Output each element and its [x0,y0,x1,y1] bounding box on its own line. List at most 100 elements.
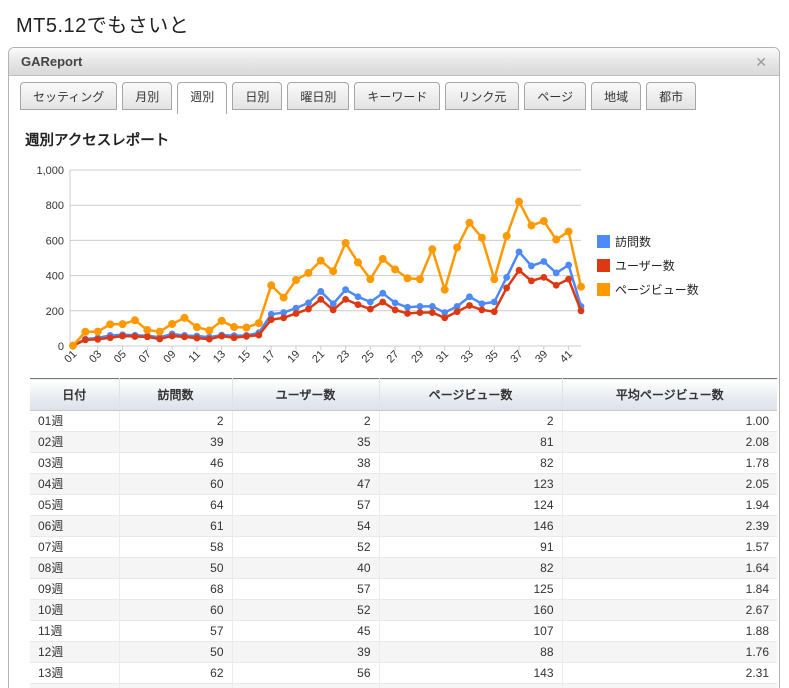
data-point [379,298,387,306]
cell-users: 45 [232,620,380,642]
cell-avg_pageviews: 1.64 [562,557,777,579]
data-point [143,325,152,334]
cell-users: 54 [232,515,380,537]
cell-avg_pageviews: 1.00 [562,410,777,432]
y-tick-label: 800 [46,200,64,212]
table-row: 08週 50 40 82 1.64 [30,557,777,579]
x-tick-label: 15 [236,348,253,365]
column-header-date: 日付 [30,378,120,411]
close-icon[interactable]: ✕ [755,53,767,70]
tab-city[interactable]: 都市 [646,82,697,110]
data-point [527,221,536,230]
data-point [242,323,251,332]
legend-item: ページビュー数 [597,281,699,298]
data-point [441,314,449,322]
cell-avg_pageviews: 1.83 [562,683,777,688]
data-point [118,320,127,329]
data-point [552,281,560,289]
data-point [317,295,325,303]
data-point [205,335,213,343]
cell-avg_pageviews: 1.57 [562,536,777,558]
data-point [143,333,151,341]
cell-date: 07週 [30,536,120,558]
x-tick-label: 03 [87,348,104,365]
tab-monthly[interactable]: 月別 [122,82,173,110]
data-point [243,332,250,340]
cell-avg_pageviews: 1.78 [562,452,777,474]
data-point [267,310,275,318]
cell-visits: 2 [119,410,233,432]
cell-users: 52 [232,536,380,558]
weekly-report-table: 日付 訪問数 ユーザー数 ページビュー数 平均ページビュー数 01週 2 2 2 1.00 02週… [30,378,777,688]
tab-daily[interactable]: 日別 [232,82,283,110]
y-tick-label: 600 [46,235,64,247]
data-point [453,243,462,252]
tab-region[interactable]: 地域 [591,82,642,110]
cell-avg_pageviews: 2.31 [562,662,777,684]
y-tick-label: 400 [46,271,64,283]
data-point [218,332,226,340]
table-row: 07週 58 52 91 1.57 [30,536,777,558]
data-point [416,309,424,316]
data-point [353,258,362,267]
data-point [490,275,499,284]
tab-weekly[interactable]: 週別 [177,82,228,114]
series-pageviews [69,197,585,350]
data-point [404,310,411,317]
table-row: 10週 60 52 160 2.67 [30,599,777,621]
data-point [181,333,188,341]
x-tick-label: 07 [137,348,154,365]
tab-keyword[interactable]: キーワード [354,82,441,110]
table-row: 14週59471081.83 [30,683,777,688]
cell-visits: 39 [119,431,233,453]
data-point [503,273,511,281]
tab-settings[interactable]: セッティング [20,82,118,110]
legend-swatch [597,235,610,248]
cell-avg_pageviews: 1.76 [562,641,777,663]
cell-date: 06週 [30,515,120,537]
data-point [279,293,288,302]
cell-visits: 50 [119,641,233,663]
data-point [119,332,126,340]
cell-avg_pageviews: 2.08 [562,431,777,453]
data-point [155,327,164,336]
data-point [391,265,400,274]
cell-date: 05週 [30,494,120,516]
x-tick-label: 33 [459,348,476,365]
legend-label: ユーザー数 [615,259,675,273]
data-point [428,245,437,254]
legend-item: ユーザー数 [597,257,699,274]
table-row: 03週 46 38 82 1.78 [30,452,777,474]
data-point [477,233,486,242]
cell-avg_pageviews: 1.84 [562,578,777,600]
cell-users: 52 [232,599,380,621]
gareport-panel: GAReport ✕ セッティング 月別 週別 日別 曜日別 キーワード リンク元 ページ 地域… [8,47,780,688]
panel-title: GAReport [21,54,83,69]
data-point [502,232,511,240]
data-point [391,299,399,307]
x-tick-label: 05 [112,348,129,365]
cell-date: 09週 [30,578,120,600]
cell-avg_pageviews: 2.05 [562,473,777,495]
data-point [81,336,89,344]
data-point [378,254,387,263]
tab-weekday[interactable]: 曜日別 [287,82,350,110]
data-point [565,261,573,269]
data-point [329,300,337,308]
data-point [217,316,226,325]
x-tick-label: 31 [434,348,451,365]
cell-visits: 57 [119,620,233,642]
cell-pageviews: 125 [379,578,563,600]
legend-label: 訪問数 [615,235,652,249]
cell-users: 40 [232,557,380,579]
data-point [404,303,411,311]
cell-date: 03週 [30,452,120,474]
column-header-users: ユーザー数 [232,378,380,411]
tab-referrer[interactable]: リンク元 [445,82,520,110]
cell-avg_pageviews: 2.67 [562,599,777,621]
table-row: 05週 64 57 124 1.94 [30,494,777,516]
tab-page[interactable]: ページ [524,82,587,110]
data-point [441,309,449,316]
series-line [71,200,583,347]
cell-visits: 64 [119,494,233,516]
